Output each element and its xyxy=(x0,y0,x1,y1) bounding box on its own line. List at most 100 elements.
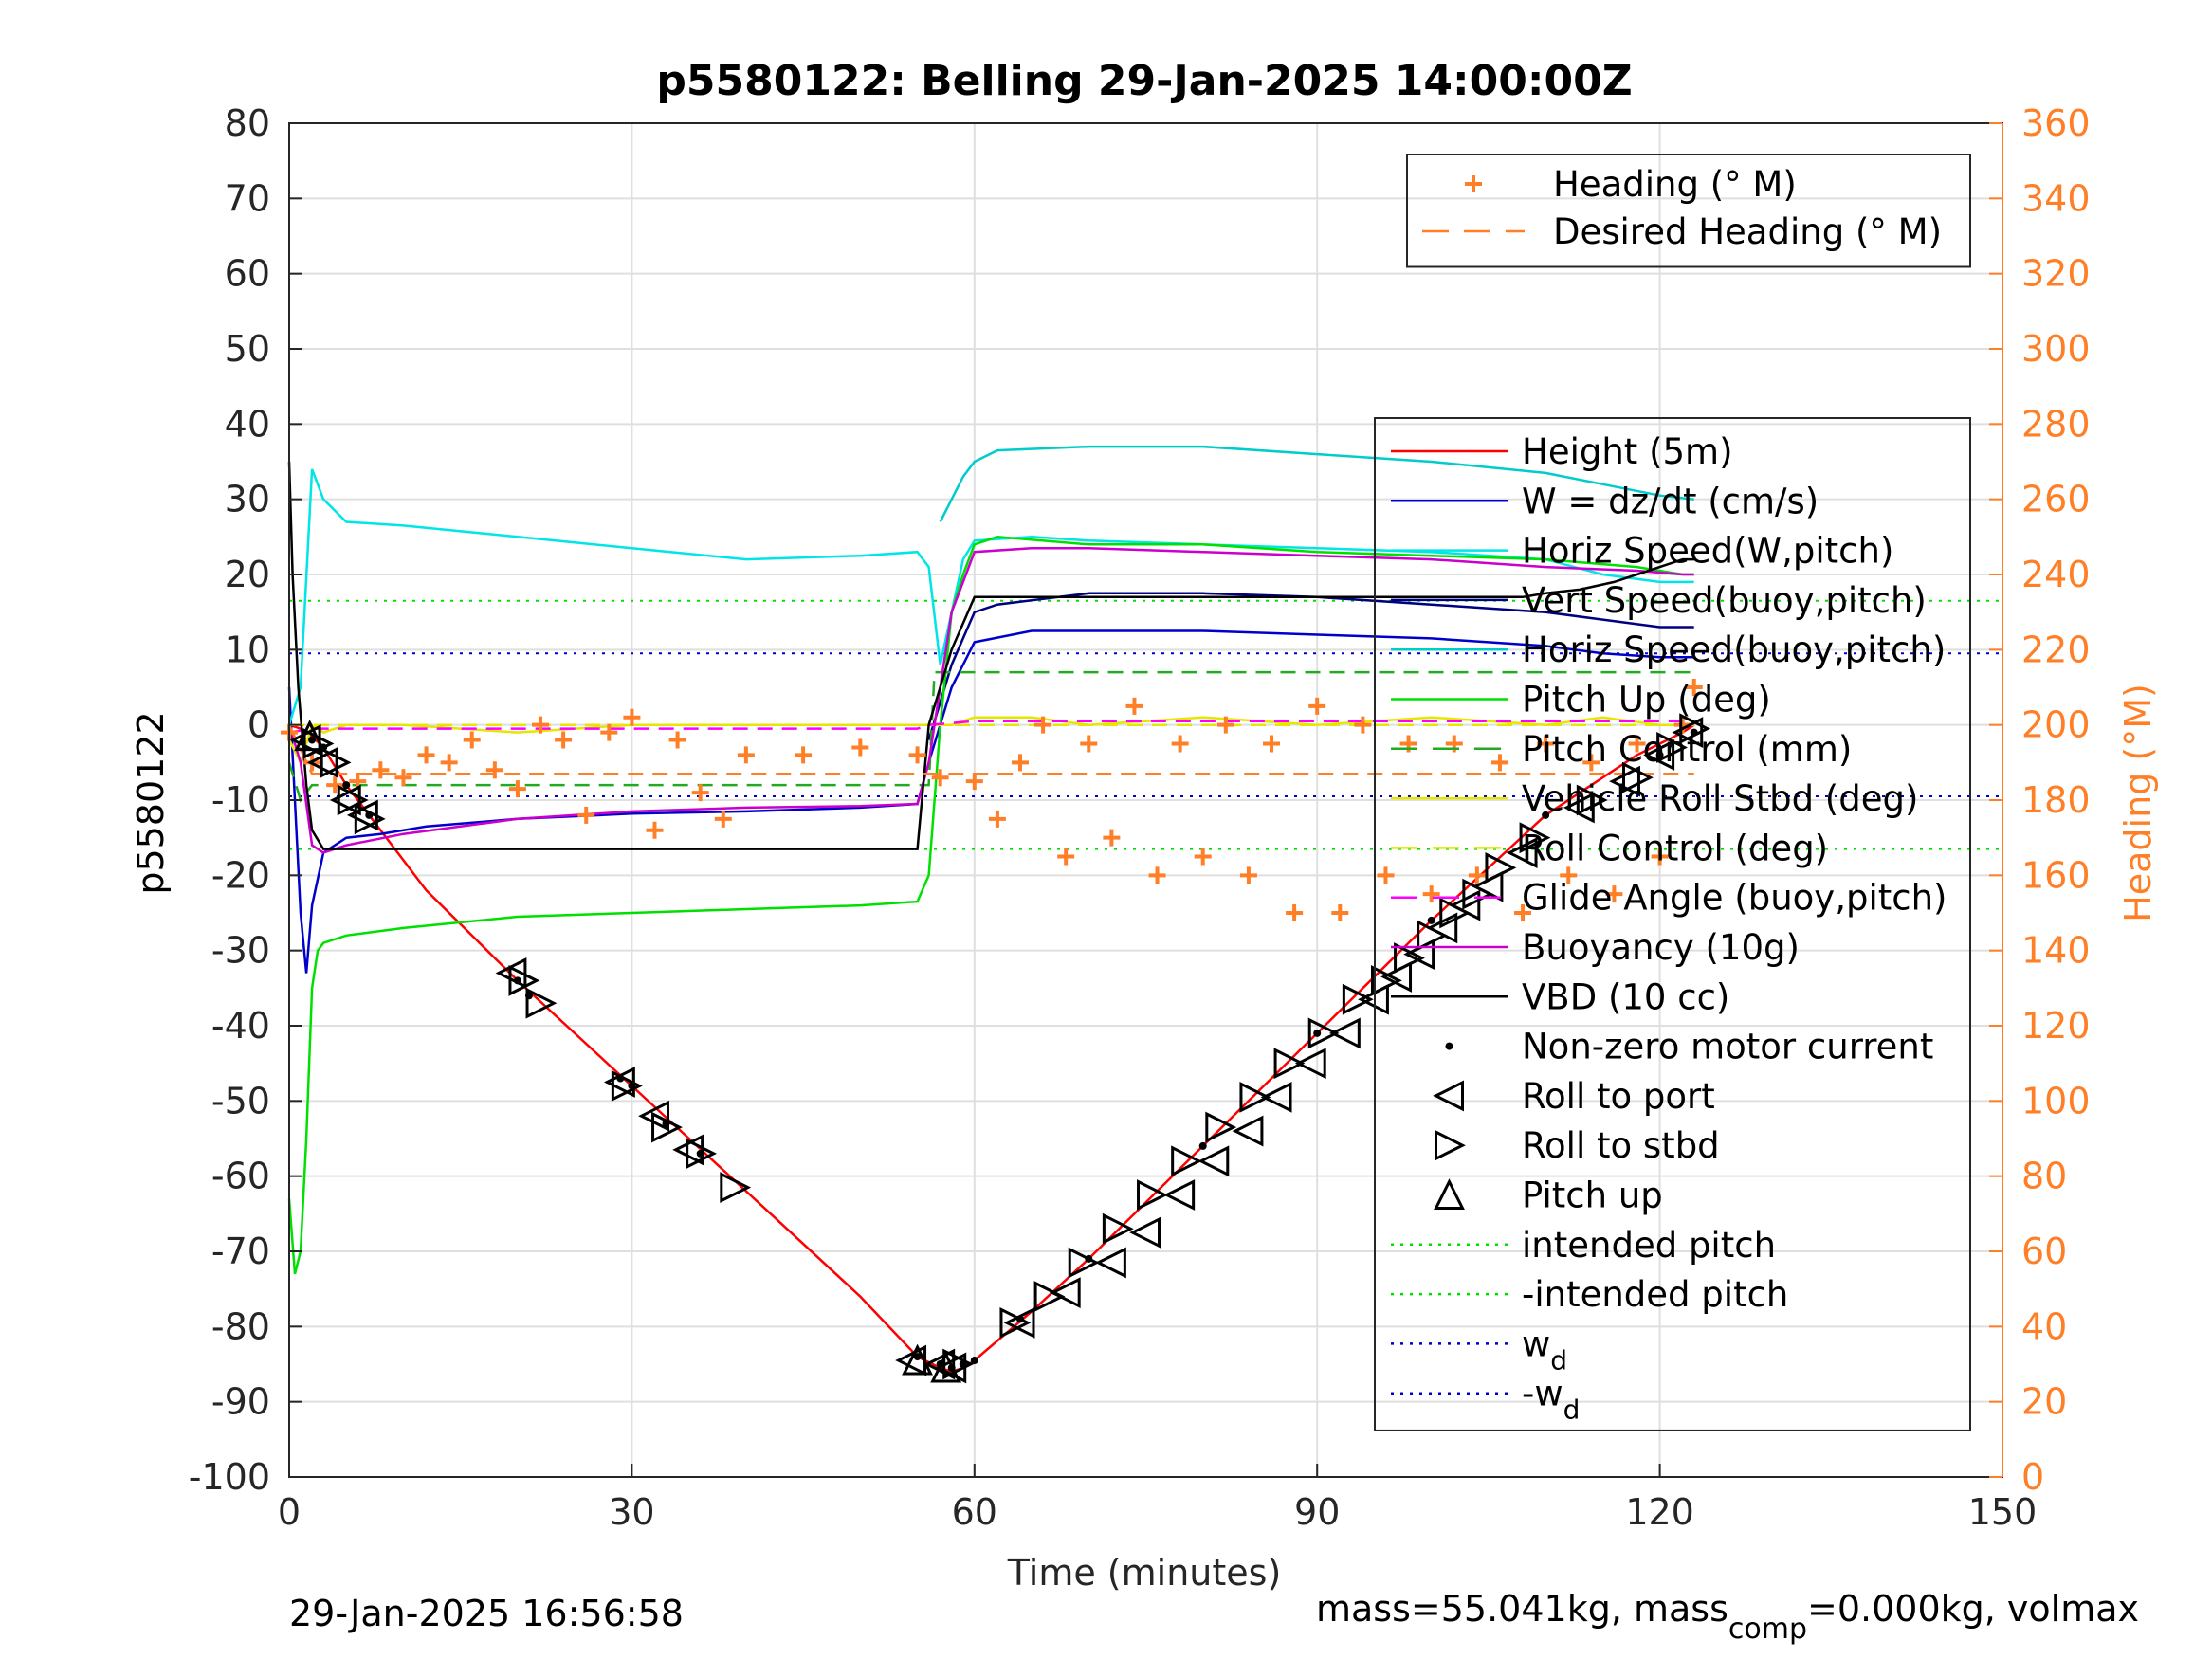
roll-to-port-point xyxy=(638,1100,669,1132)
heading-point xyxy=(1148,866,1166,884)
roll-to-stbd-point xyxy=(1417,920,1449,952)
roll-to-port-point xyxy=(1260,1081,1292,1113)
legend-label: Vehicle Roll Stbd (deg) xyxy=(1522,778,1918,819)
series-horiz-speed-w-pitch xyxy=(287,468,1694,726)
heading-point xyxy=(485,761,503,779)
heading-point xyxy=(1080,735,1098,753)
roll-to-stbd-point xyxy=(1394,942,1425,975)
roll-to-stbd-point xyxy=(611,1070,643,1102)
legend-entry: Vehicle Roll Stbd (deg) xyxy=(1391,778,1918,819)
y-tick-label: -20 xyxy=(211,854,270,896)
legend-entry: Vert Speed(buoy,pitch) xyxy=(1391,580,1927,621)
right-tick-label: 120 xyxy=(2021,1005,2091,1047)
legend-entry: Height (5m) xyxy=(1391,431,1733,472)
x-axis-ticks: 0 30 60 90 120 150 xyxy=(278,1464,2037,1533)
legend-entry: Desired Heading (° M) xyxy=(1422,211,1942,252)
legend-label-text: Roll to stbd xyxy=(1522,1125,1720,1166)
heading-point xyxy=(737,746,755,764)
heading-point xyxy=(1239,866,1257,884)
legend-label: Non-zero motor current xyxy=(1522,1027,1933,1067)
heading-point xyxy=(691,784,709,802)
roll-to-stbd-point xyxy=(1137,1179,1168,1211)
heading-point xyxy=(1377,866,1395,884)
legend-swatch xyxy=(1434,1178,1465,1210)
pitch-up-point xyxy=(930,1351,962,1383)
roll-to-stbd-point xyxy=(508,964,540,996)
heading-point xyxy=(555,731,573,749)
heading-point xyxy=(1468,866,1486,884)
y-tick-label: -80 xyxy=(211,1305,270,1347)
legend-swatch xyxy=(1433,1080,1464,1112)
roll-to-stbd-point xyxy=(1370,964,1402,996)
motor-current-point xyxy=(1198,1141,1207,1150)
legend-label-text: intended pitch xyxy=(1522,1225,1776,1266)
y-tick-label: -90 xyxy=(211,1381,270,1423)
roll-to-stbd-point xyxy=(1576,784,1608,816)
legend-label: Vert Speed(buoy,pitch) xyxy=(1522,580,1927,621)
right-tick-label: 20 xyxy=(2021,1381,2067,1423)
legend-label: VBD (10 cc) xyxy=(1522,976,1729,1017)
right-tick-label: 340 xyxy=(2021,177,2091,219)
heading-point xyxy=(1582,754,1600,772)
legend-label-subscript: d xyxy=(1563,1395,1581,1426)
right-tick-label: 40 xyxy=(2021,1305,2067,1347)
roll-to-port-point xyxy=(1049,1277,1081,1309)
roll-to-port-point xyxy=(1232,1115,1264,1147)
heading-point xyxy=(1103,829,1121,847)
series-vbd-10-cc xyxy=(287,461,1694,850)
heading-point xyxy=(1628,735,1646,753)
legend-entry: Pitch Control (mm) xyxy=(1391,729,1852,770)
y-tick-label: -70 xyxy=(211,1231,270,1272)
roll-to-stbd-point xyxy=(1462,878,1494,910)
legend-label: Pitch Up (deg) xyxy=(1522,680,1771,720)
legend-entry: Roll Control (deg) xyxy=(1391,828,1828,868)
right-tick-label: 100 xyxy=(2021,1080,2091,1121)
heading-point xyxy=(1514,904,1532,921)
roll-to-port-point xyxy=(1643,738,1675,771)
legend-label: Buoyancy (10g) xyxy=(1522,927,1800,968)
heading-point xyxy=(1354,716,1372,734)
x-axis-label: Time (minutes) xyxy=(1007,1552,1282,1594)
legend-entry: -wd xyxy=(1391,1374,1580,1426)
legend-label-text: Vert Speed(buoy,pitch) xyxy=(1522,580,1927,621)
roll-to-stbd-point xyxy=(1171,1145,1203,1177)
legend-entry: intended pitch xyxy=(1391,1225,1776,1266)
legend-label-text: Buoyancy (10g) xyxy=(1522,927,1800,968)
motor-current-point xyxy=(1313,1029,1322,1037)
right-tick-label: 260 xyxy=(2021,479,2091,520)
legend-entry: Glide Angle (buoy,pitch) xyxy=(1391,878,1947,919)
y-tick-label: -50 xyxy=(211,1080,270,1121)
legend-label-text: Pitch up xyxy=(1522,1176,1663,1216)
roll-to-stbd-point xyxy=(720,1172,752,1203)
roll-to-port-point xyxy=(1609,765,1640,797)
legend-label-text: W = dz/dt (cm/s) xyxy=(1522,481,1819,521)
heading-point xyxy=(577,806,595,824)
roll-to-stbd-point xyxy=(1307,1017,1340,1049)
heading-point xyxy=(463,731,481,749)
y-tick-label: -60 xyxy=(211,1156,270,1197)
legend-label: Pitch up xyxy=(1522,1176,1663,1216)
heading-point xyxy=(532,716,550,734)
y-axis-ticks: 80 70 60 50 40 30 20 10 0 -10 -20 -30 -40 -50 -60 -70 -8… xyxy=(189,102,302,1498)
y-tick-label: 20 xyxy=(225,554,270,595)
legend-entry: Horiz Speed(W,pitch) xyxy=(1391,531,1893,572)
footer-mass-subscript: comp xyxy=(1728,1613,1807,1646)
x-tick-label: 120 xyxy=(1625,1491,1694,1533)
legend-box xyxy=(1374,417,1971,1431)
legend-label: W = dz/dt (cm/s) xyxy=(1522,481,1819,521)
roll-to-stbd-point xyxy=(337,784,369,816)
heading-point xyxy=(931,769,949,787)
right-axis-ticks: 3603403203002802602402202001801601401201… xyxy=(1989,102,2091,1498)
x-tick-label: 60 xyxy=(952,1491,997,1533)
heading-point xyxy=(1685,679,1703,696)
heading-point xyxy=(1011,754,1029,772)
right-tick-label: 280 xyxy=(2021,403,2091,445)
motor-current-point xyxy=(1427,916,1435,924)
roll-to-stbd-point xyxy=(1622,761,1654,793)
right-tick-label: 160 xyxy=(2021,854,2091,896)
heading-point xyxy=(372,761,390,779)
right-tick-label: 60 xyxy=(2021,1231,2067,1272)
heading-point xyxy=(326,776,344,794)
motor-current-point xyxy=(970,1357,978,1365)
footer-mass-text: mass=55.041kg, mass xyxy=(1316,1588,1728,1630)
